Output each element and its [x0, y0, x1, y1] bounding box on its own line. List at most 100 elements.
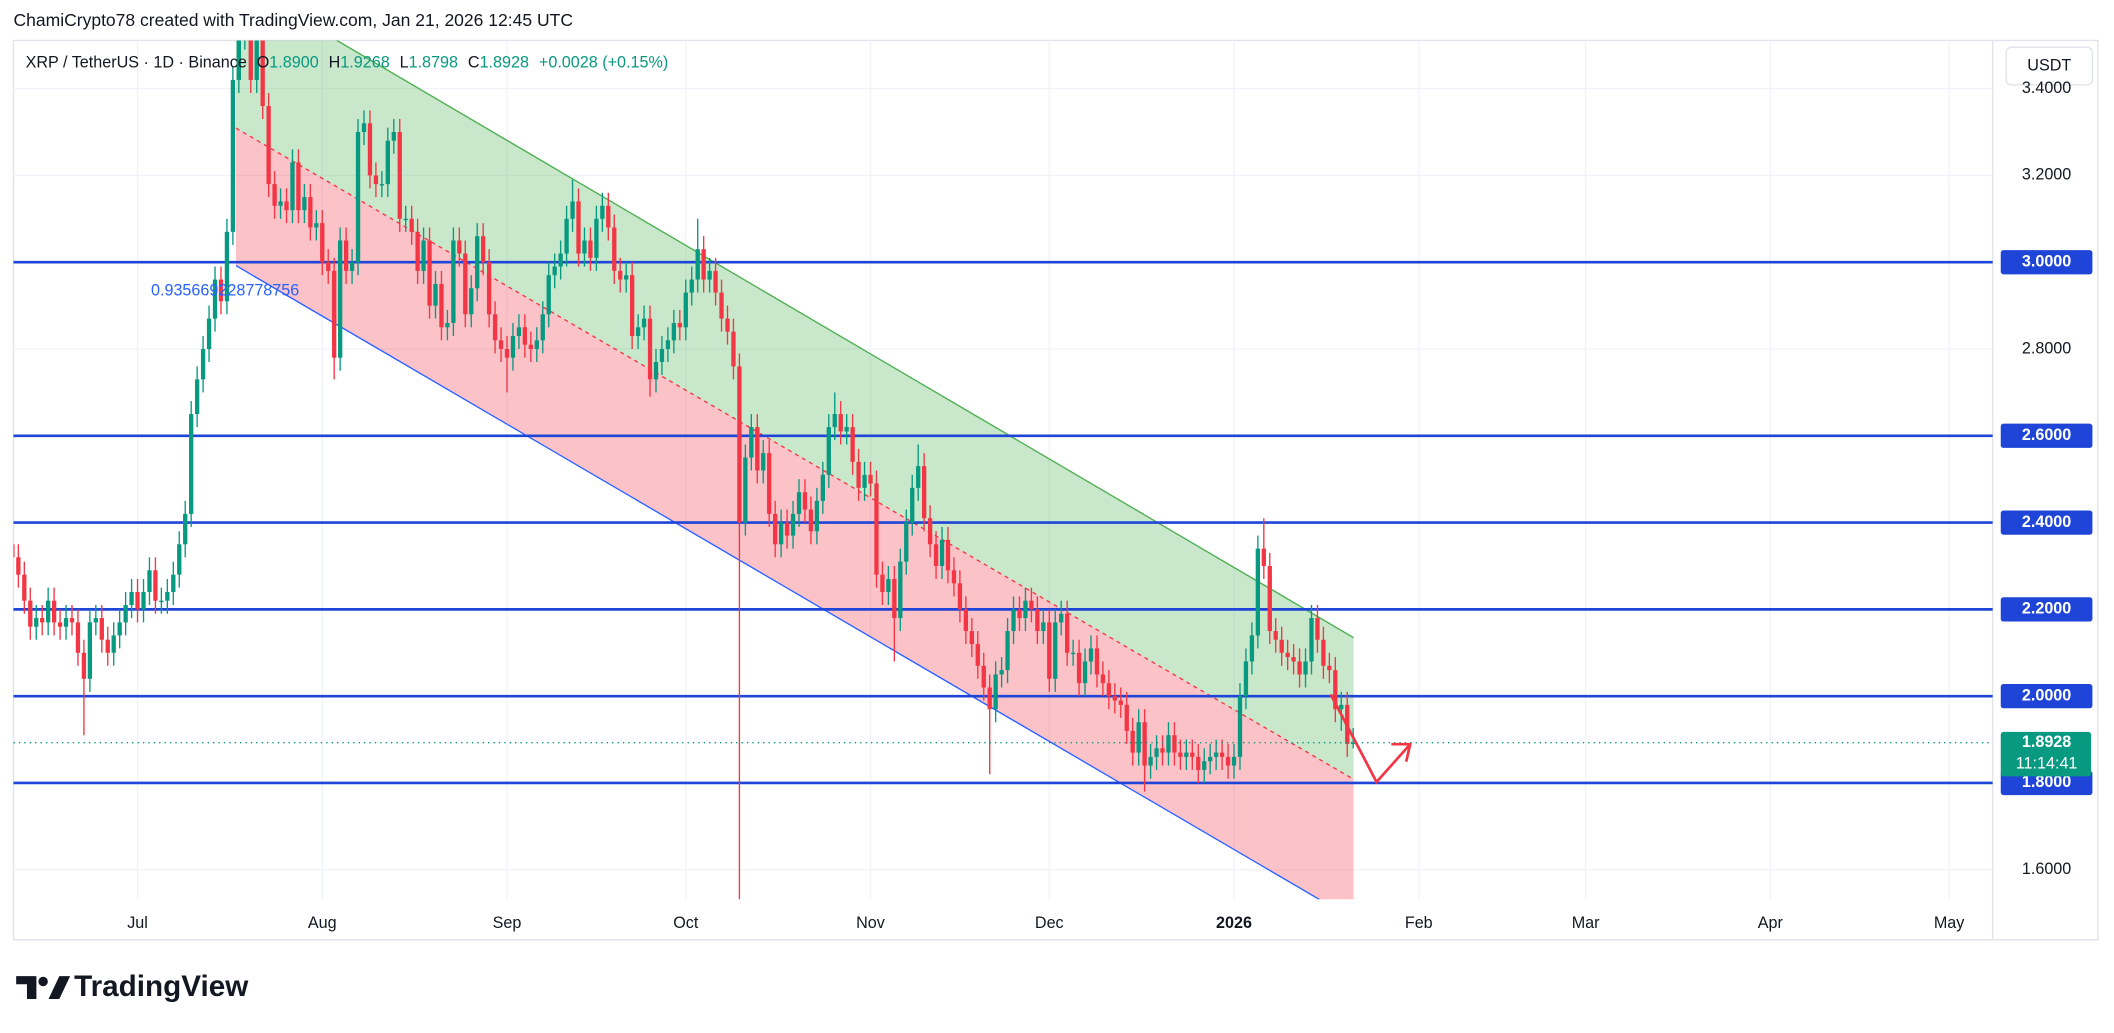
candle-body — [910, 487, 915, 523]
candle-body — [451, 240, 456, 323]
candle-body — [927, 518, 933, 545]
candle-body — [1333, 670, 1338, 710]
c-value: 1.8928 — [480, 54, 529, 72]
candle-body — [278, 201, 283, 206]
countdown: 11:14:41 — [2016, 755, 2078, 773]
last-price-label: 1.8928 — [2022, 733, 2071, 751]
x-tick-label: Aug — [308, 914, 337, 932]
channel-upper-zone — [235, 40, 1354, 780]
candle-body — [1017, 609, 1022, 619]
candle-body — [689, 279, 694, 293]
candle-body — [1219, 752, 1225, 757]
candle-body — [421, 240, 426, 271]
candle-body — [868, 474, 873, 484]
candle-body — [266, 105, 271, 185]
levels: 3.0000 2.6000 2.4000 2.2000 2.0000 1.8000 — [13, 250, 2093, 796]
candle-body — [1315, 618, 1320, 640]
candle-body — [111, 635, 116, 653]
candle-body — [1208, 756, 1213, 762]
candle-body — [552, 266, 557, 276]
candle-body — [63, 618, 69, 627]
candle-body — [624, 275, 629, 280]
candle-body — [1261, 548, 1266, 566]
candle-body — [469, 288, 474, 315]
candle-body — [87, 622, 93, 679]
candle-body — [820, 474, 825, 501]
candle-body — [993, 674, 998, 710]
candle-body — [1309, 618, 1314, 662]
h-key: H — [329, 54, 341, 72]
x-tick-label: Nov — [856, 914, 886, 932]
candle-body — [1213, 752, 1219, 757]
candle-body — [1285, 652, 1290, 658]
c-key: C — [468, 54, 480, 72]
h-value: 1.9268 — [340, 54, 389, 72]
candle-body — [13, 544, 15, 558]
candle-body — [93, 618, 98, 623]
candle-body — [457, 240, 462, 254]
y-tick-label: 1.6000 — [2022, 860, 2071, 878]
candle-body — [409, 218, 414, 232]
x-tick-label: Apr — [1758, 914, 1784, 932]
level-label-box — [2000, 510, 2093, 535]
candle-body — [314, 223, 319, 228]
candle-body — [618, 270, 623, 280]
candle-body — [475, 236, 480, 289]
candle-body — [1184, 752, 1189, 757]
candle-body — [635, 327, 641, 336]
candle-body — [749, 427, 754, 458]
candle-body — [260, 40, 265, 106]
candle-body — [600, 205, 605, 219]
candle-body — [743, 457, 748, 523]
candle-body — [1178, 752, 1183, 757]
candle-body — [189, 414, 194, 514]
candle-body — [1142, 722, 1147, 766]
candle-body — [534, 340, 539, 349]
candle-body — [284, 201, 289, 211]
candle-body — [212, 279, 218, 319]
candle-body — [1154, 748, 1159, 757]
candle-body — [224, 231, 230, 302]
l-key: L — [400, 54, 409, 72]
currency-button[interactable] — [2005, 46, 2094, 86]
candle-body — [671, 322, 677, 341]
candle-body — [1118, 700, 1123, 705]
candle-body — [194, 379, 200, 415]
candle-body — [653, 362, 659, 380]
candle-body — [403, 218, 408, 221]
candle-body — [564, 218, 569, 254]
candle-body — [99, 618, 104, 640]
candle-body — [391, 132, 396, 141]
candle-body — [373, 175, 379, 185]
candle-body — [248, 40, 253, 80]
candle-body — [1273, 631, 1278, 640]
candle-body — [159, 600, 164, 603]
level-label-box — [2000, 250, 2093, 275]
candle-body — [701, 249, 706, 280]
candle-body — [892, 578, 897, 619]
candle-body — [1053, 622, 1058, 679]
candle-body — [826, 427, 831, 475]
candle-body — [22, 574, 27, 601]
candle-body — [1041, 622, 1046, 632]
candle-body — [75, 622, 81, 653]
candle-body — [784, 522, 790, 536]
candle-body — [1249, 635, 1255, 662]
candle-body — [856, 461, 861, 488]
candle-body — [546, 275, 551, 315]
candle-body — [129, 592, 134, 606]
currency[interactable]: USDT — [2027, 56, 2071, 74]
candle-body — [850, 427, 855, 462]
candle-body — [945, 539, 951, 571]
candle-body — [1094, 648, 1100, 675]
x-tick-label: Feb — [1405, 914, 1433, 932]
candle-body — [939, 539, 945, 566]
candle-body — [969, 631, 974, 645]
candle-body — [695, 249, 700, 280]
candle-body — [427, 240, 432, 306]
candle-body — [1076, 652, 1082, 684]
candle-body — [1303, 661, 1308, 675]
candle-body — [183, 513, 188, 545]
last-price-box — [2000, 731, 2092, 777]
